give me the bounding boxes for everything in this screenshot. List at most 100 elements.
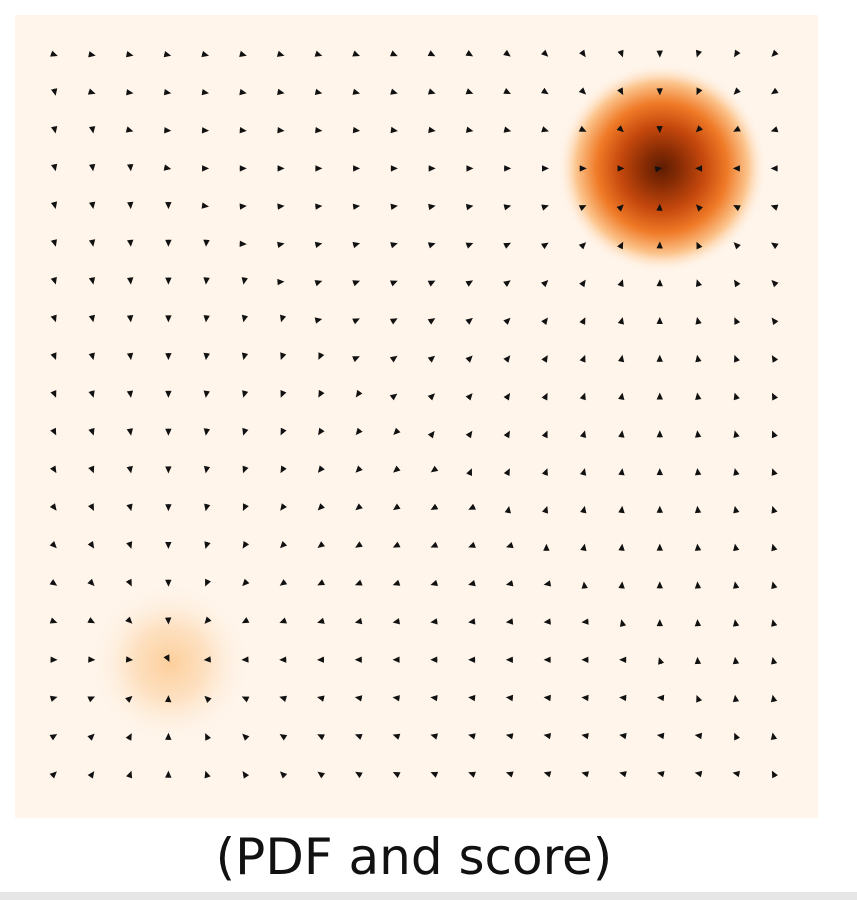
score-arrow-head bbox=[503, 88, 511, 94]
score-arrow bbox=[733, 581, 740, 589]
score-arrow-head bbox=[696, 695, 703, 703]
score-arrow-head bbox=[504, 506, 511, 514]
score-arrow-head bbox=[732, 165, 740, 172]
score-arrow bbox=[658, 657, 665, 665]
score-arrow bbox=[541, 392, 548, 401]
score-arrow bbox=[468, 580, 476, 587]
score-arrow bbox=[694, 543, 702, 551]
score-arrow-head bbox=[695, 204, 703, 212]
score-arrow-head bbox=[126, 390, 134, 398]
score-arrow bbox=[314, 317, 323, 324]
score-arrow-head bbox=[503, 49, 511, 57]
score-arrow-head bbox=[51, 163, 58, 172]
score-arrow-head bbox=[317, 579, 325, 586]
score-arrow-head bbox=[430, 503, 439, 510]
score-arrow-head bbox=[87, 617, 96, 624]
score-arrow-head bbox=[165, 466, 172, 474]
score-arrow-head bbox=[656, 694, 665, 702]
score-arrow bbox=[656, 430, 663, 438]
score-arrow bbox=[770, 126, 779, 133]
score-arrow bbox=[241, 617, 250, 624]
score-arrow bbox=[126, 770, 133, 779]
score-arrow bbox=[239, 50, 247, 57]
score-arrow bbox=[617, 87, 624, 96]
score-arrow-head bbox=[541, 49, 549, 57]
score-arrow-head bbox=[465, 317, 473, 325]
score-arrow-head bbox=[734, 49, 741, 58]
score-arrow-head bbox=[732, 619, 740, 627]
score-arrow-head bbox=[732, 694, 740, 703]
score-arrow bbox=[88, 51, 96, 58]
score-arrow bbox=[393, 503, 401, 511]
score-arrow bbox=[88, 465, 95, 474]
score-arrow-head bbox=[695, 392, 702, 400]
score-arrow-head bbox=[50, 465, 57, 474]
score-arrow-head bbox=[126, 315, 134, 323]
score-arrow bbox=[695, 279, 702, 287]
score-arrow-head bbox=[733, 430, 740, 438]
score-arrow-head bbox=[317, 503, 325, 511]
score-arrow bbox=[50, 656, 58, 663]
score-arrow-head bbox=[541, 204, 549, 211]
score-arrow-head bbox=[392, 695, 400, 702]
score-arrow-head bbox=[427, 242, 436, 249]
score-arrow-head bbox=[542, 165, 549, 172]
score-arrow bbox=[203, 239, 210, 247]
score-arrow-head bbox=[428, 203, 436, 211]
score-arrow-head bbox=[239, 50, 247, 57]
score-arrow bbox=[201, 127, 210, 134]
score-arrow bbox=[317, 734, 325, 741]
score-arrow-head bbox=[204, 541, 211, 549]
score-arrow bbox=[50, 50, 58, 57]
score-arrow bbox=[616, 204, 624, 212]
score-arrow-head bbox=[579, 354, 586, 363]
score-arrow-head bbox=[50, 239, 57, 247]
score-arrow bbox=[465, 242, 474, 249]
score-arrow-head bbox=[503, 317, 511, 325]
score-arrow-head bbox=[242, 578, 250, 587]
score-arrow-head bbox=[733, 205, 741, 212]
score-arrow bbox=[163, 654, 170, 662]
score-arrow-head bbox=[578, 125, 587, 132]
score-arrow-head bbox=[581, 733, 589, 740]
score-arrow-head bbox=[165, 770, 172, 778]
score-arrow-head bbox=[695, 125, 703, 133]
score-arrow-head bbox=[280, 352, 287, 360]
score-arrow-head bbox=[580, 468, 587, 476]
score-arrow-head bbox=[50, 50, 58, 57]
score-arrow bbox=[465, 50, 474, 57]
score-arrow-head bbox=[241, 617, 250, 624]
score-arrow-head bbox=[241, 656, 249, 663]
score-arrow bbox=[770, 694, 778, 703]
score-arrow-head bbox=[163, 51, 172, 58]
score-arrow bbox=[656, 505, 663, 513]
score-arrow-head bbox=[165, 428, 172, 436]
score-arrow bbox=[656, 241, 663, 249]
score-arrow bbox=[204, 616, 212, 624]
score-arrow bbox=[87, 696, 96, 703]
score-arrow bbox=[430, 579, 438, 586]
score-arrow bbox=[165, 695, 172, 703]
score-arrow bbox=[355, 465, 363, 473]
score-arrow bbox=[430, 503, 439, 510]
score-arrow bbox=[617, 241, 624, 250]
score-arrow bbox=[543, 694, 551, 702]
score-arrow bbox=[239, 127, 247, 134]
score-arrow bbox=[88, 314, 95, 323]
score-arrow bbox=[390, 165, 398, 172]
score-arrow bbox=[733, 242, 741, 250]
score-arrow-head bbox=[393, 427, 401, 435]
score-arrow-head bbox=[468, 618, 476, 625]
score-arrow bbox=[127, 201, 134, 210]
score-arrow bbox=[465, 317, 473, 325]
score-arrow bbox=[732, 770, 740, 778]
score-arrow-head bbox=[125, 578, 132, 587]
score-arrow-head bbox=[314, 280, 323, 287]
score-arrow bbox=[279, 734, 288, 741]
score-arrow-head bbox=[204, 770, 211, 779]
score-arrow-head bbox=[694, 656, 702, 665]
score-arrow-head bbox=[695, 354, 702, 363]
score-arrow-head bbox=[430, 618, 438, 625]
score-arrow-head bbox=[242, 465, 249, 474]
score-arrow-head bbox=[203, 352, 210, 361]
